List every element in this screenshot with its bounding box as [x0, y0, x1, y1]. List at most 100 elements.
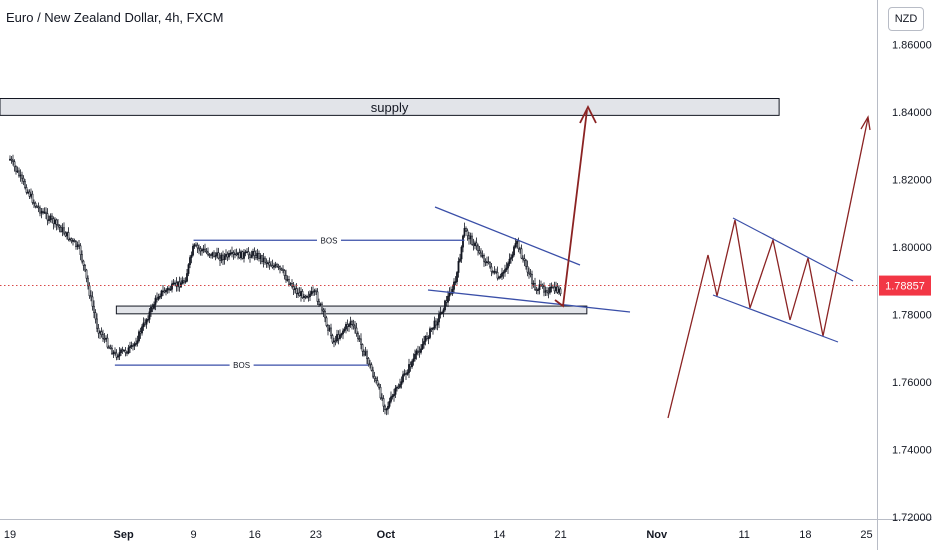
candle-body: [312, 291, 314, 293]
candle-body: [463, 228, 466, 237]
candle-body: [160, 290, 163, 297]
candle-body: [147, 318, 149, 321]
candle-body: [550, 286, 553, 289]
candle-body: [211, 252, 214, 256]
candle-body: [475, 242, 478, 247]
candle-body: [553, 286, 556, 292]
x-tick-label: Sep: [114, 529, 134, 541]
candle-body: [508, 258, 511, 264]
demand-zone[interactable]: [115, 305, 588, 315]
arrow-head: [579, 104, 597, 124]
candle-body: [559, 288, 562, 295]
candle-body: [394, 387, 397, 395]
candle-body: [24, 181, 26, 188]
candle-body: [543, 286, 545, 293]
candle-body: [214, 255, 217, 257]
candle-body: [238, 252, 241, 259]
candle-body: [253, 251, 256, 256]
candle-body: [459, 258, 461, 262]
candle-body: [421, 344, 424, 350]
projected-move-arrow[interactable]: [554, 109, 588, 308]
candle-body: [423, 341, 425, 345]
candle-body: [367, 358, 370, 365]
candle-body: [492, 271, 494, 273]
candle-body: [484, 260, 487, 263]
candle-body: [538, 284, 541, 290]
candle-body: [375, 378, 377, 381]
candle-body: [31, 193, 34, 203]
candle-body: [402, 374, 404, 382]
candle-body: [342, 330, 344, 335]
candle-body: [109, 346, 112, 349]
candle-body: [358, 338, 361, 340]
candle-body: [265, 261, 268, 264]
projection-lower-channel[interactable]: [712, 294, 839, 343]
candle-body: [175, 282, 178, 287]
candle-body: [154, 297, 157, 305]
price-marker: 1.78857: [0, 275, 931, 296]
candle-body: [264, 257, 266, 263]
candle-body: [298, 292, 301, 296]
projection-upper-channel[interactable]: [732, 217, 854, 282]
candle-body: [279, 266, 281, 270]
candle-body: [282, 268, 284, 271]
candle-body: [54, 219, 56, 225]
candle-body: [391, 395, 394, 398]
candle-body: [51, 215, 53, 220]
candle-body: [552, 286, 554, 289]
candle-body: [79, 245, 82, 255]
zigzag-projection[interactable]: [667, 117, 869, 419]
candle-body: [42, 210, 44, 213]
candle-body: [286, 279, 289, 281]
candle-body: [277, 265, 280, 268]
candle-body: [183, 280, 185, 283]
candle-body: [529, 273, 532, 276]
candle-body: [228, 253, 230, 258]
candle-body: [33, 202, 35, 204]
candle-body: [355, 327, 358, 334]
candle-body: [303, 295, 305, 298]
candle-body: [429, 328, 431, 338]
candle-body: [327, 325, 329, 331]
candle-body: [174, 282, 176, 285]
candle-body: [504, 269, 506, 273]
candle-body: [301, 291, 304, 298]
x-tick-label: 23: [310, 529, 322, 541]
candle-body: [127, 347, 130, 354]
wedge-lower-trendline[interactable]: [427, 289, 631, 313]
candle-body: [196, 244, 199, 249]
wedge-upper-trendline[interactable]: [434, 206, 581, 266]
candle-body: [142, 322, 145, 328]
candle-body: [252, 251, 254, 256]
candle-body: [138, 331, 140, 342]
candle-body: [217, 252, 220, 259]
candle-body: [444, 300, 446, 311]
supply-zone[interactable]: [0, 98, 780, 116]
candle-body: [460, 246, 463, 260]
candle-body: [331, 335, 334, 343]
candle-body: [46, 213, 49, 221]
candle-body: [396, 386, 398, 389]
candle-body: [198, 247, 200, 250]
candle-body: [409, 364, 412, 368]
candle-body: [61, 227, 64, 232]
candle-body: [537, 289, 539, 291]
candle-body: [445, 300, 448, 303]
candle-body: [439, 312, 442, 315]
candle-body: [531, 274, 533, 284]
candle-body: [213, 252, 215, 257]
currency-selector[interactable]: NZD: [888, 7, 924, 31]
candle-body: [525, 260, 527, 267]
candle-body: [219, 257, 221, 261]
candle-body: [388, 401, 391, 407]
candle-body: [76, 244, 79, 248]
candle-body: [325, 317, 328, 326]
candle-body: [267, 262, 269, 265]
candle-body: [204, 248, 206, 252]
candle-body: [255, 255, 257, 259]
tick-labels: 1.86000 1.84000 1.82000 1.80000 1.78000 1.760…: [4, 40, 932, 542]
candle-body: [91, 296, 94, 307]
candle-body: [165, 289, 167, 293]
